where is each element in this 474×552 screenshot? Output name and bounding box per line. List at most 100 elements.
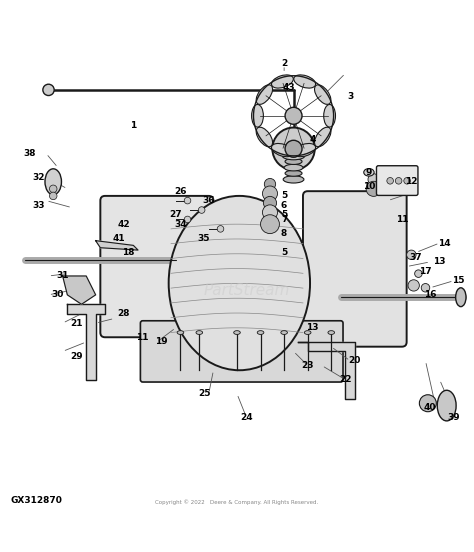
Text: 13: 13 bbox=[306, 323, 319, 332]
Circle shape bbox=[43, 84, 54, 95]
Text: 4: 4 bbox=[309, 135, 316, 144]
Text: 13: 13 bbox=[433, 257, 446, 267]
Text: 31: 31 bbox=[56, 272, 69, 280]
Text: 12: 12 bbox=[405, 177, 418, 186]
Text: 10: 10 bbox=[363, 182, 375, 191]
Text: 5: 5 bbox=[281, 192, 287, 200]
Text: 37: 37 bbox=[410, 253, 422, 262]
Text: 26: 26 bbox=[174, 187, 187, 195]
Circle shape bbox=[198, 207, 205, 213]
Ellipse shape bbox=[324, 104, 336, 127]
Text: 39: 39 bbox=[447, 413, 460, 422]
Text: 14: 14 bbox=[438, 238, 451, 247]
Text: 11: 11 bbox=[137, 333, 149, 342]
FancyBboxPatch shape bbox=[303, 191, 407, 347]
Circle shape bbox=[408, 280, 419, 291]
Circle shape bbox=[415, 270, 422, 278]
Text: 41: 41 bbox=[113, 234, 126, 243]
Ellipse shape bbox=[284, 164, 303, 171]
Text: 42: 42 bbox=[118, 220, 130, 229]
Text: 5: 5 bbox=[281, 248, 287, 257]
Text: 36: 36 bbox=[202, 196, 215, 205]
Circle shape bbox=[404, 178, 410, 184]
Circle shape bbox=[49, 185, 57, 193]
Ellipse shape bbox=[304, 331, 311, 335]
Circle shape bbox=[263, 205, 277, 220]
Ellipse shape bbox=[256, 127, 273, 147]
Text: 11: 11 bbox=[396, 215, 408, 224]
Ellipse shape bbox=[252, 104, 264, 127]
Text: GX312870: GX312870 bbox=[11, 496, 63, 505]
Circle shape bbox=[184, 216, 191, 223]
Circle shape bbox=[285, 107, 302, 124]
Text: 29: 29 bbox=[71, 352, 83, 360]
Ellipse shape bbox=[284, 146, 303, 153]
Text: 19: 19 bbox=[155, 337, 168, 347]
Ellipse shape bbox=[364, 168, 374, 176]
Circle shape bbox=[419, 395, 437, 412]
Circle shape bbox=[263, 186, 277, 201]
Circle shape bbox=[285, 140, 302, 157]
Text: 17: 17 bbox=[419, 267, 432, 276]
Ellipse shape bbox=[45, 169, 62, 195]
Ellipse shape bbox=[257, 331, 264, 335]
Text: 5: 5 bbox=[281, 210, 287, 219]
Circle shape bbox=[387, 178, 393, 184]
Text: 38: 38 bbox=[23, 149, 36, 158]
Text: 8: 8 bbox=[281, 229, 287, 238]
Text: 2: 2 bbox=[281, 60, 287, 68]
Polygon shape bbox=[63, 276, 96, 304]
Text: 33: 33 bbox=[33, 201, 46, 210]
Text: 43: 43 bbox=[283, 83, 295, 92]
Ellipse shape bbox=[282, 152, 305, 160]
Text: 34: 34 bbox=[174, 220, 187, 229]
Ellipse shape bbox=[285, 171, 302, 176]
Ellipse shape bbox=[272, 75, 293, 88]
Polygon shape bbox=[67, 304, 105, 380]
Circle shape bbox=[407, 250, 416, 259]
Text: 1: 1 bbox=[130, 121, 137, 130]
Circle shape bbox=[264, 178, 276, 190]
Ellipse shape bbox=[196, 331, 202, 335]
Ellipse shape bbox=[438, 390, 456, 421]
Circle shape bbox=[261, 215, 279, 233]
Ellipse shape bbox=[315, 85, 331, 104]
Text: 22: 22 bbox=[339, 375, 352, 384]
Ellipse shape bbox=[328, 331, 335, 335]
Ellipse shape bbox=[294, 75, 316, 88]
Circle shape bbox=[184, 197, 191, 204]
Ellipse shape bbox=[169, 196, 310, 370]
Text: 9: 9 bbox=[366, 168, 372, 177]
Text: 35: 35 bbox=[198, 234, 210, 243]
Text: 30: 30 bbox=[52, 290, 64, 299]
Ellipse shape bbox=[234, 331, 240, 335]
Ellipse shape bbox=[272, 144, 293, 157]
Ellipse shape bbox=[456, 288, 466, 306]
Ellipse shape bbox=[285, 158, 302, 164]
Circle shape bbox=[264, 197, 277, 210]
Circle shape bbox=[395, 178, 402, 184]
Text: 21: 21 bbox=[71, 319, 83, 328]
Text: 20: 20 bbox=[348, 357, 361, 365]
Ellipse shape bbox=[281, 331, 287, 335]
Text: 32: 32 bbox=[33, 173, 46, 182]
FancyBboxPatch shape bbox=[140, 321, 343, 382]
FancyBboxPatch shape bbox=[376, 166, 418, 195]
Circle shape bbox=[368, 174, 379, 185]
Circle shape bbox=[421, 284, 430, 292]
Text: 27: 27 bbox=[169, 210, 182, 219]
Text: 25: 25 bbox=[198, 389, 210, 399]
Text: 23: 23 bbox=[301, 361, 314, 370]
Text: 18: 18 bbox=[122, 248, 135, 257]
Text: 6: 6 bbox=[281, 201, 287, 210]
Ellipse shape bbox=[315, 127, 331, 147]
Circle shape bbox=[273, 128, 315, 170]
Polygon shape bbox=[96, 241, 138, 250]
Circle shape bbox=[49, 192, 57, 200]
Text: 24: 24 bbox=[240, 413, 253, 422]
Circle shape bbox=[366, 181, 381, 197]
Text: 7: 7 bbox=[281, 215, 287, 224]
Text: PartStream: PartStream bbox=[203, 283, 290, 298]
Ellipse shape bbox=[294, 144, 316, 157]
Ellipse shape bbox=[256, 85, 273, 104]
